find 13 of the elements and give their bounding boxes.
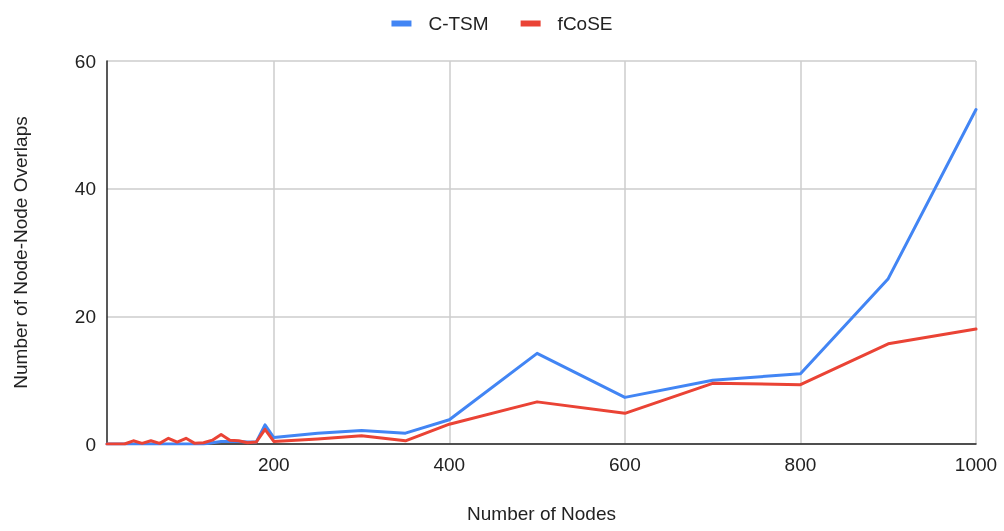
x-tick-label: 1000 xyxy=(954,454,998,475)
x-tick-label: 600 xyxy=(609,454,641,475)
y-tick-label: 60 xyxy=(74,50,96,72)
x-tick-label: 400 xyxy=(433,454,466,475)
x-axis-title: Number of Nodes xyxy=(467,503,616,524)
x-tick-label: 200 xyxy=(257,454,290,475)
legend-label: fCoSE xyxy=(557,13,613,34)
y-tick-label: 0 xyxy=(85,433,96,455)
y-tick-label: 20 xyxy=(74,305,96,327)
y-axis-title: Number of Node-Node Overlaps xyxy=(10,116,31,389)
y-tick-label: 40 xyxy=(74,178,96,200)
x-tick-label: 800 xyxy=(784,454,817,475)
legend-label: C-TSM xyxy=(428,13,489,34)
